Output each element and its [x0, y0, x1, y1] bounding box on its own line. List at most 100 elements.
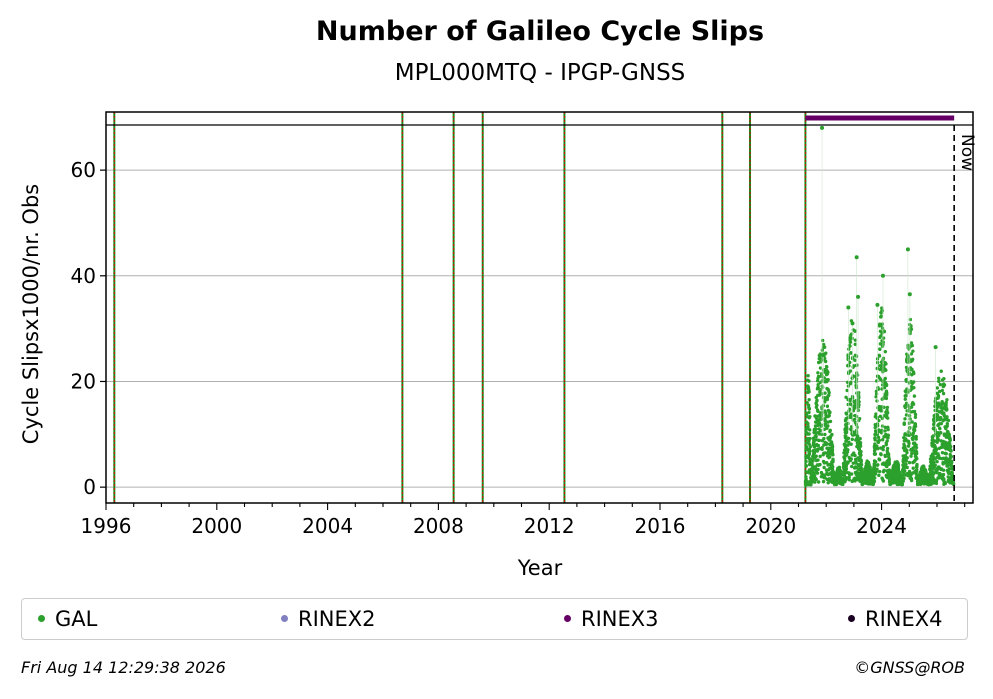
gal-point — [905, 471, 910, 476]
gal-point — [855, 434, 860, 438]
gal-point — [884, 393, 889, 397]
gal-point — [825, 446, 829, 451]
gal-point — [883, 349, 888, 354]
gal-point — [829, 446, 833, 451]
gal-point — [902, 457, 906, 462]
gal-point — [909, 473, 913, 477]
gal-point — [936, 423, 940, 428]
gal-point — [913, 415, 918, 419]
gal-point — [861, 476, 865, 481]
gal-point — [847, 440, 851, 444]
gal-point — [930, 441, 934, 446]
gal-point — [890, 480, 895, 484]
gal-point — [893, 464, 897, 468]
gal-point — [921, 473, 925, 478]
x-tick-label: 2004 — [302, 514, 353, 538]
event-lines — [113, 112, 807, 503]
gal-point — [883, 383, 887, 387]
chart-title: Number of Galileo Cycle Slips — [315, 16, 765, 47]
gal-point — [919, 466, 924, 471]
gal-point — [872, 465, 877, 470]
gal-point — [940, 399, 944, 404]
gal-point — [814, 405, 819, 409]
gal-point — [946, 475, 950, 479]
gal-point — [806, 387, 810, 391]
gal-point — [934, 431, 938, 435]
gal-point — [826, 449, 831, 453]
gal-point — [815, 398, 819, 403]
gal-point — [944, 451, 948, 456]
gal-point — [850, 376, 854, 380]
gal-point — [853, 465, 858, 469]
gal-point — [847, 370, 851, 374]
gal-point — [940, 477, 945, 481]
gal-point — [841, 471, 846, 476]
x-tick-label: 2000 — [191, 514, 242, 538]
gal-point — [861, 481, 866, 485]
gal-point — [853, 358, 857, 362]
gal-point — [880, 331, 884, 335]
gal-point — [821, 342, 826, 347]
gal-point — [945, 418, 949, 422]
gal-point — [915, 468, 919, 472]
gal-point — [834, 474, 838, 479]
gal-point — [804, 441, 808, 445]
gal-point — [848, 381, 853, 386]
gal-point — [947, 442, 951, 446]
gal-point — [904, 378, 908, 382]
gal-point — [944, 435, 948, 439]
gal-point — [944, 456, 948, 460]
gal-point — [806, 424, 810, 429]
gal-outlier-point — [905, 247, 910, 252]
gal-point — [848, 360, 852, 365]
gal-point — [819, 413, 824, 417]
gal-point — [910, 433, 915, 437]
gal-point — [857, 391, 861, 395]
gal-point — [816, 480, 821, 484]
gal-point — [885, 413, 889, 417]
gal-point — [886, 458, 890, 463]
gal-point — [834, 478, 838, 482]
gal-point — [841, 477, 845, 481]
x-tick-label: 2016 — [635, 514, 686, 538]
gal-point — [929, 468, 933, 472]
gal-point — [853, 342, 857, 347]
gal-point — [852, 430, 856, 435]
gal-point — [909, 352, 914, 356]
gal-point — [911, 402, 916, 406]
gal-point — [856, 443, 860, 447]
gal-point — [809, 479, 814, 484]
gal-point — [827, 390, 831, 395]
gal-point — [823, 359, 828, 364]
gal-point — [911, 466, 915, 470]
gal-point — [821, 345, 825, 350]
gal-point — [897, 472, 902, 477]
gal-point — [810, 463, 814, 468]
gal-point — [814, 443, 818, 448]
gal-point — [945, 461, 950, 465]
gal-point — [880, 383, 885, 387]
gal-point — [936, 438, 940, 442]
gal-point — [885, 435, 889, 439]
gal-point — [877, 376, 882, 380]
gal-point — [877, 353, 881, 357]
gal-point — [857, 452, 862, 456]
gal-point — [805, 401, 809, 405]
gal-point — [872, 479, 877, 483]
grid-lines — [106, 169, 973, 488]
gal-point — [806, 403, 811, 407]
gal-point — [887, 473, 891, 477]
gal-point — [905, 354, 910, 358]
gal-point — [851, 478, 855, 483]
gal-point — [938, 431, 943, 435]
gal-point — [826, 436, 830, 440]
gal-point — [940, 442, 944, 447]
chart-subtitle: MPL000MTQ - IPGP-GNSS — [394, 60, 686, 86]
gal-point — [825, 471, 829, 475]
gal-point — [814, 470, 819, 475]
gal-point — [806, 374, 810, 378]
gal-point — [886, 427, 890, 432]
gal-point — [814, 401, 818, 406]
gal-point — [849, 351, 853, 355]
gal-point — [914, 443, 918, 447]
